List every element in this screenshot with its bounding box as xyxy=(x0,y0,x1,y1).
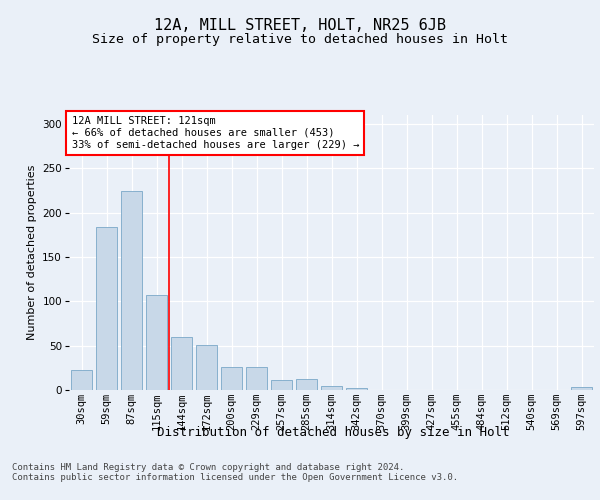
Bar xyxy=(71,370,92,390)
Text: 12A, MILL STREET, HOLT, NR25 6JB: 12A, MILL STREET, HOLT, NR25 6JB xyxy=(154,18,446,32)
Bar xyxy=(221,367,242,390)
Text: Distribution of detached houses by size in Holt: Distribution of detached houses by size … xyxy=(157,426,509,439)
Bar xyxy=(271,380,292,390)
Y-axis label: Number of detached properties: Number of detached properties xyxy=(27,165,37,340)
Text: Contains HM Land Registry data © Crown copyright and database right 2024.
Contai: Contains HM Land Registry data © Crown c… xyxy=(12,463,458,482)
Text: Size of property relative to detached houses in Holt: Size of property relative to detached ho… xyxy=(92,32,508,46)
Bar xyxy=(121,192,142,390)
Bar xyxy=(196,345,217,390)
Bar xyxy=(321,386,342,390)
Bar xyxy=(96,227,117,390)
Bar xyxy=(171,337,192,390)
Bar xyxy=(296,380,317,390)
Bar xyxy=(246,367,267,390)
Bar xyxy=(571,388,592,390)
Bar xyxy=(346,388,367,390)
Text: 12A MILL STREET: 121sqm
← 66% of detached houses are smaller (453)
33% of semi-d: 12A MILL STREET: 121sqm ← 66% of detache… xyxy=(71,116,359,150)
Bar xyxy=(146,295,167,390)
